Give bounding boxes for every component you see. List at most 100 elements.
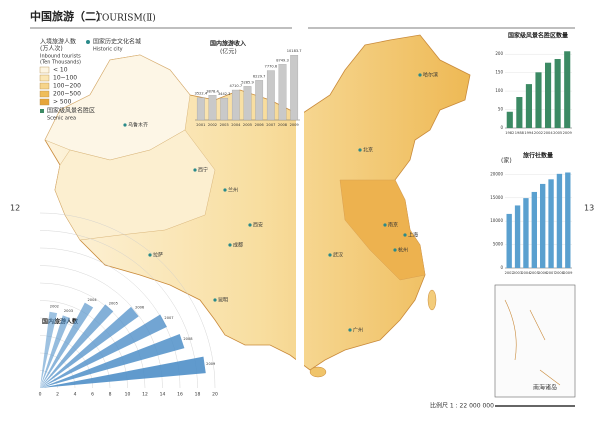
chart-title: 国内旅游收入: [210, 40, 246, 48]
city-label: 武汉: [333, 252, 343, 259]
city-label: 哈尔滨: [423, 72, 438, 79]
bar: [506, 111, 513, 128]
legend-label: 200~500: [53, 91, 81, 98]
x-tick-label: 2009: [290, 123, 300, 127]
legend-scenic-symbol: [40, 109, 44, 113]
city-dot: [328, 253, 332, 257]
city-label: 兰州: [228, 187, 238, 194]
bar: [290, 55, 299, 121]
bar: [266, 70, 275, 121]
x-tick-label: 20: [212, 392, 218, 398]
legend-unit-en: (Ten Thousands): [40, 60, 81, 66]
x-tick-label: 2: [56, 392, 59, 398]
x-tick-label: 2002: [534, 131, 543, 135]
x-tick-label: 2002: [505, 271, 514, 275]
category-label: 2005: [109, 301, 118, 305]
city-dot: [348, 328, 352, 332]
city-dot: [393, 248, 397, 252]
x-tick-label: 2005: [530, 271, 539, 275]
legend-title: 入境旅游人数: [40, 38, 76, 46]
value-label: 3522.4: [195, 92, 208, 96]
legend-label: 10~100: [53, 75, 77, 82]
city-dot: [248, 223, 252, 227]
legend-swatch: [39, 74, 50, 82]
region-east-coast: [339, 179, 426, 281]
legend-scenic: 国家级风景名胜区: [47, 107, 95, 115]
city-label: 南京: [388, 222, 398, 229]
fan-bar: [40, 356, 206, 388]
value-label: 3442.3: [218, 92, 231, 96]
y-tick-label: 50: [498, 107, 504, 112]
y-tick-label: 150: [495, 70, 503, 75]
bar: [220, 97, 229, 121]
x-tick-label: 2009: [563, 131, 573, 135]
value-label: 7770.6: [265, 65, 278, 69]
legend-label: > 500: [53, 99, 72, 106]
legend-swatch: [39, 90, 50, 98]
grid-arc: [39, 265, 163, 389]
grid-arc: [39, 300, 128, 389]
x-tick-label: 1988: [515, 131, 525, 135]
x-tick-label: 6: [91, 392, 94, 398]
x-tick-label: 2006: [255, 123, 265, 127]
x-tick-label: 1994: [524, 131, 534, 135]
scale-label: 比例尺 1 : 22 000 000: [430, 402, 494, 410]
x-tick-label: 14: [160, 392, 166, 398]
bar: [243, 86, 252, 121]
grid-arc: [39, 212, 216, 389]
city-label: 昆明: [218, 298, 228, 304]
region-tibet-qinghai: [54, 129, 216, 241]
legend-city-symbol: [86, 40, 90, 44]
x-tick-label: 8: [109, 392, 112, 398]
legend-label: < 10: [53, 67, 68, 74]
x-tick-label: 0: [39, 392, 42, 398]
x-tick-label: 2005: [553, 131, 562, 135]
y-tick-label: 100: [495, 88, 503, 93]
value-label: 5285.9: [241, 80, 254, 84]
y-tick-label: 20000: [490, 171, 503, 176]
chart-title: 国家级风景名胜区数量: [508, 32, 568, 40]
city-dot: [213, 298, 217, 302]
y-tick-label: 0: [500, 125, 503, 130]
x-tick-label: 16: [177, 392, 183, 398]
fan-bar: [40, 306, 139, 388]
x-tick-label: 2003: [220, 123, 229, 127]
legend-city-en: Historic city: [93, 47, 123, 53]
page-number: 12: [10, 204, 20, 213]
x-tick-label: 2003: [513, 271, 522, 275]
city-dot: [123, 123, 127, 127]
category-label: 2007: [164, 316, 173, 320]
x-tick-label: 2004: [231, 123, 241, 127]
category-label: 2008: [183, 337, 193, 341]
bar: [208, 95, 217, 121]
bar: [565, 172, 571, 268]
legend-scenic-en: Scenic area: [47, 116, 76, 122]
fan-bar: [40, 311, 58, 388]
y-tick-label: 15000: [490, 195, 503, 200]
city-label: 广州: [353, 327, 363, 334]
bar: [255, 80, 264, 121]
city-dot: [223, 188, 227, 192]
chart-unit: (家): [501, 157, 512, 165]
x-tick-label: 2005: [243, 123, 252, 127]
x-tick-label: 12: [142, 392, 148, 398]
bar: [278, 64, 287, 121]
hainan: [309, 366, 327, 378]
city-dot: [418, 73, 422, 77]
value-label: 8749.3: [276, 58, 289, 62]
x-tick-label: 2007: [266, 123, 275, 127]
fan-bar: [40, 315, 70, 388]
city-label: 北京: [363, 147, 373, 154]
x-tick-label: 2006: [538, 271, 548, 275]
region-xinjiang: [44, 54, 191, 161]
bar: [535, 72, 542, 128]
bar: [196, 97, 205, 121]
legend-unit: (万人次): [40, 45, 63, 53]
city-label: 杭州: [398, 247, 408, 254]
bar: [556, 173, 563, 268]
x-tick-label: 2008: [278, 123, 288, 127]
page-title: 中国旅游（二）: [30, 9, 107, 23]
x-tick-label: 4: [74, 392, 77, 398]
grid-arc: [39, 282, 146, 389]
page-subtitle: TOURISM(Ⅱ): [96, 13, 156, 24]
